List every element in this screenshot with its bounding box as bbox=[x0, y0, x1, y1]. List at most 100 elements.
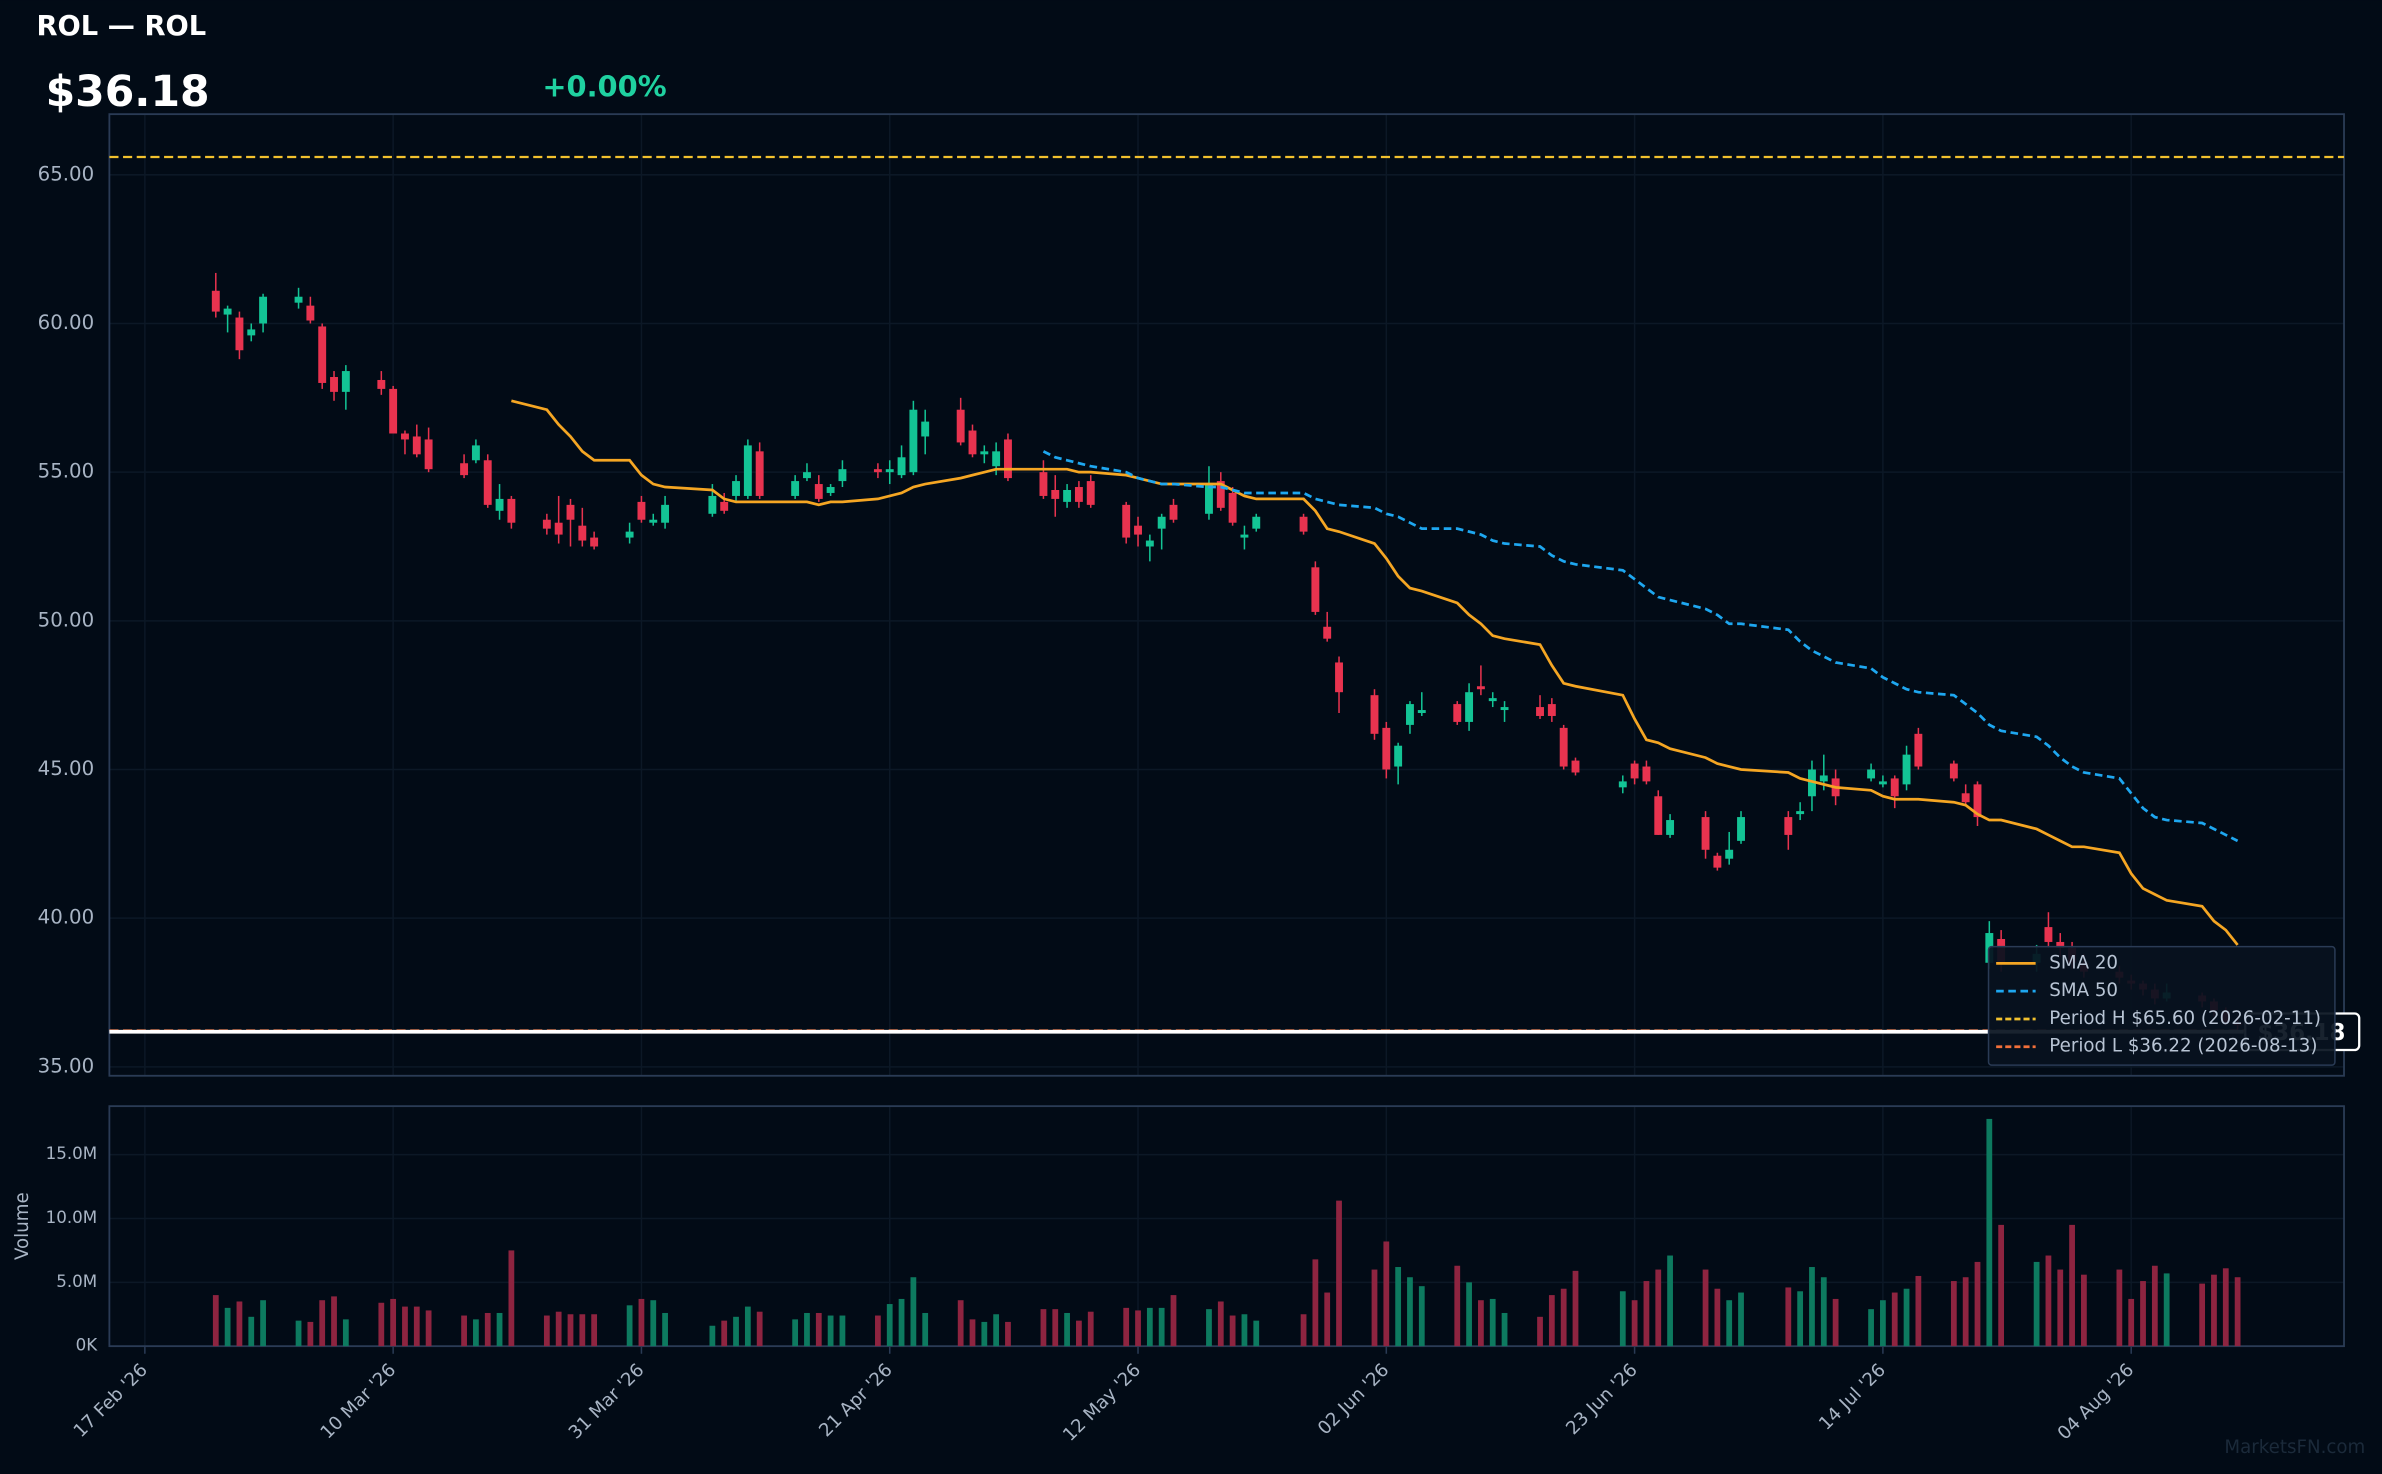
candle-body bbox=[1571, 760, 1580, 773]
candle-body bbox=[1808, 769, 1816, 797]
volume-bar bbox=[295, 1320, 302, 1347]
candle-body bbox=[897, 457, 906, 476]
volume-bar bbox=[1135, 1310, 1141, 1347]
volume-bar bbox=[1537, 1316, 1543, 1347]
volume-bar bbox=[1217, 1301, 1224, 1347]
volume-bar bbox=[1950, 1281, 1957, 1347]
volume-bar bbox=[1974, 1261, 1981, 1347]
volume-bar bbox=[1962, 1277, 1969, 1347]
volume-bar bbox=[1986, 1118, 1993, 1347]
candle-body bbox=[720, 501, 729, 511]
volume-bar bbox=[1123, 1307, 1130, 1347]
volume-bar bbox=[1064, 1312, 1070, 1347]
volume-bar bbox=[331, 1296, 337, 1347]
volume-bar bbox=[212, 1295, 219, 1347]
volume-bar bbox=[378, 1302, 385, 1347]
candle-body bbox=[1713, 855, 1722, 868]
candle-body bbox=[1500, 707, 1509, 711]
volume-bar bbox=[756, 1311, 763, 1347]
volume-bar bbox=[1312, 1259, 1319, 1347]
candle-body bbox=[483, 460, 492, 505]
volume-bar bbox=[2234, 1277, 2241, 1347]
candle-body bbox=[909, 409, 918, 473]
volume-bar bbox=[721, 1320, 728, 1347]
volume-bar bbox=[319, 1300, 326, 1347]
volume-bar bbox=[2081, 1274, 2087, 1347]
volume-bar bbox=[1170, 1295, 1177, 1347]
candle-body bbox=[1642, 766, 1651, 782]
candle-body bbox=[578, 525, 587, 541]
volume-bar bbox=[1726, 1300, 1733, 1347]
volume-bar bbox=[579, 1314, 586, 1347]
volume-bar bbox=[1572, 1270, 1579, 1347]
volume-bar bbox=[2116, 1269, 2123, 1347]
volume-bar bbox=[2151, 1265, 2158, 1347]
candle-body bbox=[1784, 817, 1793, 835]
volume-bar bbox=[1241, 1314, 1248, 1347]
candle-body bbox=[1299, 516, 1308, 532]
candle-body bbox=[649, 519, 658, 523]
candle-body bbox=[471, 445, 480, 461]
candle-body bbox=[377, 379, 386, 389]
volume-bar bbox=[1383, 1241, 1390, 1347]
y-tick-label: 65.00 bbox=[38, 162, 95, 185]
volume-bar bbox=[2163, 1273, 2170, 1347]
volume-bar bbox=[2033, 1261, 2040, 1347]
volume-bar bbox=[2128, 1298, 2135, 1347]
candle-body bbox=[1465, 692, 1474, 722]
volume-bar bbox=[898, 1298, 905, 1347]
volume-bar bbox=[1655, 1269, 1662, 1347]
candle-body bbox=[341, 371, 350, 392]
volume-bar bbox=[804, 1312, 810, 1347]
candle-body bbox=[1240, 534, 1249, 538]
candle-body bbox=[803, 472, 811, 479]
y-tick-label: 55.00 bbox=[38, 460, 95, 483]
volume-bar bbox=[827, 1315, 834, 1347]
candle-body bbox=[1417, 710, 1426, 714]
candle-body bbox=[1488, 698, 1497, 702]
candle-body bbox=[495, 498, 504, 511]
candle-body bbox=[814, 484, 823, 499]
candle-body bbox=[1559, 727, 1568, 767]
candle-body bbox=[424, 439, 433, 470]
candle-body bbox=[412, 436, 421, 455]
candle-body bbox=[732, 481, 740, 496]
legend-label: SMA 50 bbox=[2049, 980, 2118, 1001]
candle-body bbox=[259, 296, 268, 324]
candle-body bbox=[1063, 489, 1072, 502]
title: ROL — ROL bbox=[36, 11, 206, 42]
volume-bar bbox=[1395, 1267, 1402, 1347]
volume-bar bbox=[1040, 1309, 1047, 1347]
volume-bar bbox=[248, 1316, 255, 1347]
volume-bar bbox=[1489, 1298, 1496, 1347]
volume-bar bbox=[1998, 1224, 2005, 1347]
candle-body bbox=[235, 317, 244, 351]
volume-axis-label: Volume bbox=[12, 1192, 33, 1260]
volume-bar bbox=[1643, 1281, 1650, 1347]
volume-bar bbox=[1206, 1309, 1212, 1347]
candle-body bbox=[980, 451, 989, 455]
candle-body bbox=[1169, 504, 1178, 520]
volume-bar bbox=[2069, 1224, 2075, 1347]
volume-bar bbox=[2199, 1283, 2206, 1347]
volume-bar bbox=[1667, 1255, 1673, 1347]
legend-box bbox=[1987, 945, 2336, 1066]
volume-bar bbox=[993, 1314, 1000, 1347]
candle-body bbox=[306, 305, 315, 321]
volume-bar bbox=[733, 1316, 739, 1347]
candle-body bbox=[1074, 487, 1083, 502]
candle-body bbox=[1228, 492, 1237, 523]
candle-body bbox=[1878, 781, 1887, 785]
legend-label: Period L $36.22 (2026-08-13) bbox=[2049, 1036, 2317, 1057]
volume-bar bbox=[1548, 1295, 1555, 1347]
volume-bar bbox=[413, 1306, 420, 1347]
volume-bar bbox=[1324, 1292, 1331, 1347]
volume-bar bbox=[307, 1321, 314, 1347]
candle-body bbox=[1205, 484, 1213, 514]
volume-bar bbox=[425, 1310, 432, 1347]
candle-body bbox=[885, 469, 894, 473]
candle-body bbox=[566, 504, 575, 520]
candle-body bbox=[1406, 704, 1414, 725]
volume-tick-label: 5.0M bbox=[56, 1271, 97, 1291]
